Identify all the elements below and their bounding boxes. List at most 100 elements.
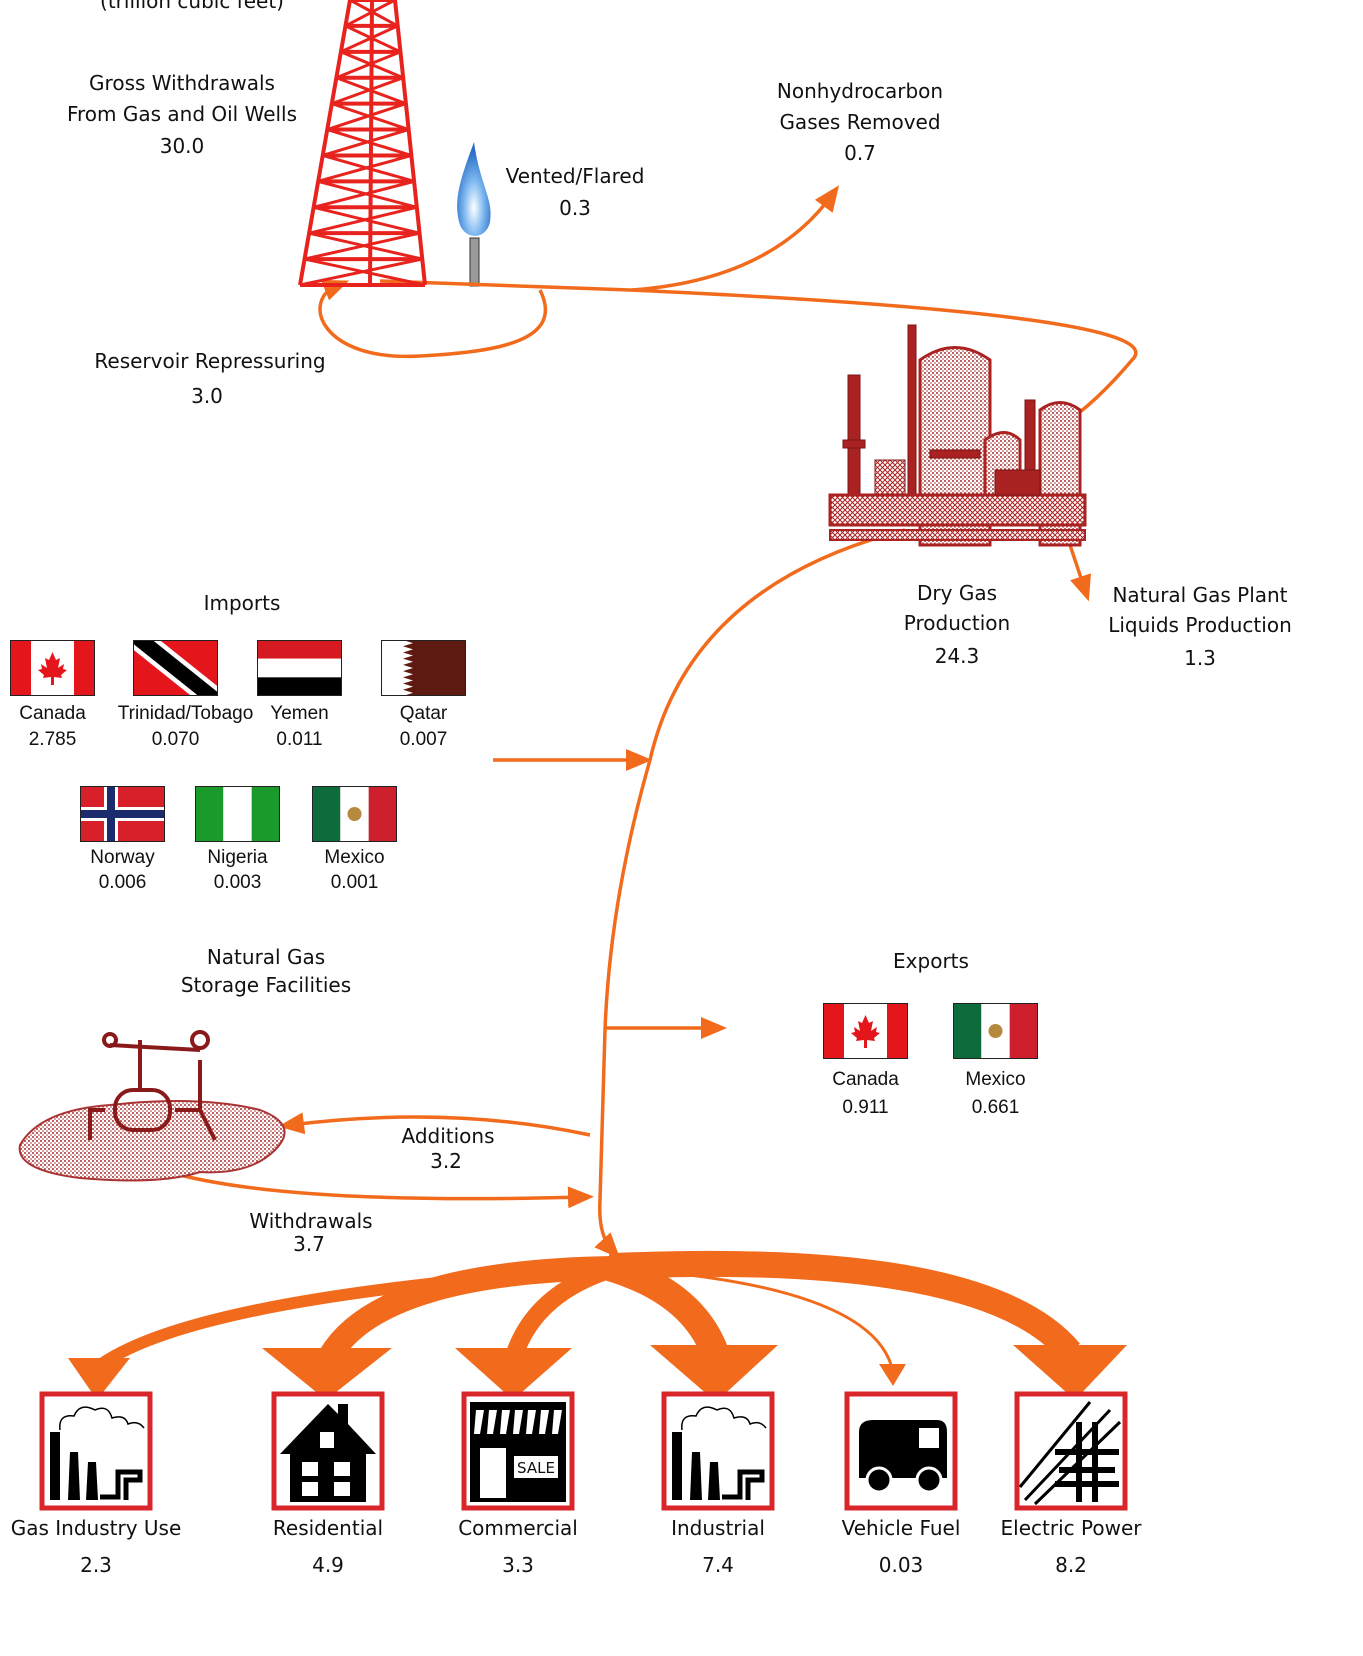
flag-band [223,786,252,842]
label: From Gas and Oil Wells [67,102,297,126]
country-value: 0.011 [276,729,322,750]
brace [308,205,418,235]
label: Gross Withdrawals [89,71,275,95]
flag-band [257,677,342,696]
consumer-label: Electric Power [1001,1516,1143,1540]
flag [953,1003,1038,1059]
consumer-value: 8.2 [1055,1553,1087,1577]
brace [313,179,415,209]
title: Imports [204,591,281,615]
window [302,1462,318,1476]
flag [10,640,95,696]
storage-facility [18,1030,286,1182]
value: 3.2 [430,1149,462,1173]
country-value: 0.661 [972,1097,1020,1118]
window [919,1428,939,1448]
window [334,1482,350,1496]
country: Canada [832,1069,899,1090]
label: Additions [401,1124,494,1148]
arrow-head [1013,1345,1127,1400]
leg [393,0,427,286]
flag-field [403,640,466,696]
flag-band [251,786,280,842]
consumer-icon [271,1391,385,1511]
value: 0.3 [559,196,591,220]
brace [299,257,423,287]
consumer-value: 2.3 [80,1553,112,1577]
flag [257,640,342,696]
consumer-label: Gas Industry Use [11,1516,182,1540]
flow [278,1112,591,1137]
pipe [469,237,480,287]
flag [381,640,466,696]
country-value: 0.003 [214,872,262,893]
flag-border [80,786,165,842]
flag-leaf [851,1015,880,1048]
consumer-icon [39,1391,153,1511]
derrick [298,0,427,287]
flag-border [953,1003,1038,1059]
smoke [59,1406,145,1431]
flag-border [312,786,397,842]
flag-border [257,640,342,696]
flag [195,786,280,842]
consumer-icon [844,1391,958,1511]
window [302,1482,318,1496]
arrow-head [262,1348,392,1400]
flag-band [312,786,341,842]
consumer-value: 0.03 [879,1553,924,1577]
consumer-value: 7.4 [702,1553,734,1577]
brace [344,0,396,28]
label: Vented/Flared [506,164,645,188]
flag-border [381,640,466,696]
value: 30.0 [160,134,205,158]
value: 24.3 [935,644,980,668]
window [320,1432,334,1448]
consumer-label: Industrial [671,1516,765,1540]
consumer-label: Vehicle Fuel [842,1516,961,1540]
chimneys [50,1432,98,1500]
processing-plant [828,324,1087,547]
label: Reservoir Repressuring [94,349,325,373]
arrow-head [455,1348,572,1400]
flame [457,142,491,236]
value: 3.0 [191,384,223,408]
flag-band [887,1003,908,1059]
flow [1068,544,1092,602]
country-value: 0.911 [842,1097,888,1118]
flow [379,279,1138,414]
consumer-label: Residential [273,1516,383,1540]
awning [526,1410,536,1434]
sign [514,1456,558,1478]
arrow-head [68,1358,130,1400]
country-value: 2.785 [29,729,77,750]
arrow-head [879,1364,906,1386]
chimneys [672,1432,720,1500]
label: Natural Gas [207,945,325,969]
consumer-value: 3.3 [502,1553,534,1577]
awning [487,1410,497,1434]
label: Dry Gas [917,581,997,605]
flag [80,786,165,842]
consumer-label: Commercial [458,1516,578,1540]
flag [823,1003,908,1059]
flow [505,1259,618,1360]
flow [614,1250,1080,1361]
country: Yemen [270,703,328,724]
flag-band [368,786,397,842]
awning [539,1410,549,1434]
leg [298,0,352,286]
window [334,1462,350,1476]
country-value: 0.001 [331,872,379,893]
flag-border [823,1003,908,1059]
flow [318,279,548,359]
brace [349,0,399,28]
flag-band [74,640,95,696]
label: Natural Gas Plant [1112,583,1287,607]
flag-band [823,1003,844,1059]
awning [474,1410,484,1434]
country-value: 0.006 [99,872,147,893]
brace [331,76,404,106]
wheel [915,1466,943,1494]
label: Storage Facilities [181,973,351,997]
